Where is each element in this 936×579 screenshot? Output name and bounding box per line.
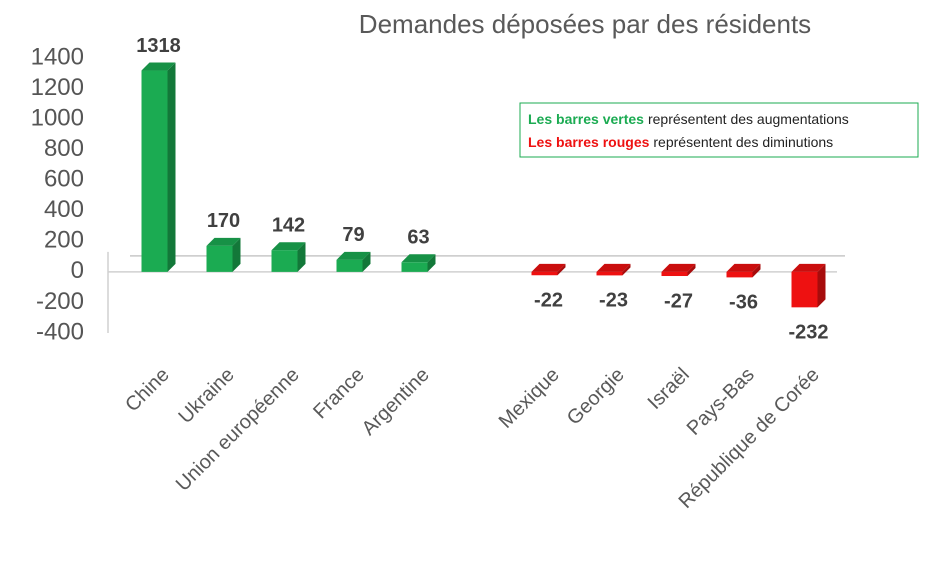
x-tick-label: France	[309, 364, 369, 424]
data-label: -22	[534, 290, 563, 312]
y-tick-label: -400	[36, 318, 84, 345]
data-label: 142	[272, 214, 305, 236]
bar-side	[622, 263, 631, 276]
bar-side	[362, 251, 371, 272]
data-label: 170	[207, 210, 240, 232]
data-label: -27	[664, 290, 693, 312]
bar-top	[596, 263, 631, 272]
y-tick-label: 200	[44, 227, 84, 254]
bar-side	[232, 237, 241, 272]
x-tick-label: Chine	[121, 364, 174, 417]
bar-top	[206, 237, 241, 246]
x-tick-label: Mexique	[495, 364, 564, 433]
bar	[206, 245, 233, 272]
chart-title: Demandes déposées par des résidents	[359, 9, 811, 39]
bar-top	[271, 242, 306, 251]
legend-note: Les barres vertes représentent des augmen…	[528, 111, 849, 127]
x-tick-label: Ukraine	[174, 364, 238, 428]
bar	[336, 259, 363, 272]
bar-top	[661, 263, 696, 272]
bar	[271, 250, 298, 272]
y-tick-label: 0	[71, 257, 84, 284]
bar	[401, 262, 428, 272]
bar-side	[817, 263, 826, 308]
bar-top	[726, 263, 761, 272]
data-label: -232	[788, 322, 828, 344]
y-tick-label: 1400	[31, 43, 84, 70]
bar-top	[791, 263, 826, 272]
legend-text: représentent des diminutions	[653, 134, 833, 150]
bar-side	[427, 254, 436, 272]
bar-side	[167, 62, 176, 272]
x-tick-label: Union européenne	[172, 364, 304, 496]
data-label: 1318	[136, 35, 181, 57]
data-label: -36	[729, 292, 758, 314]
bar-top	[336, 251, 371, 260]
bar	[531, 271, 558, 276]
legend-emphasis: Les barres vertes	[528, 111, 644, 127]
y-tick-label: 400	[44, 196, 84, 223]
y-tick-label: 1200	[31, 74, 84, 101]
bar	[596, 271, 623, 276]
y-tick-label: 1000	[31, 104, 84, 131]
bar-top	[401, 254, 436, 263]
bar-top	[141, 62, 176, 71]
bar-side	[297, 242, 306, 272]
bar	[661, 271, 688, 277]
y-tick-label: 600	[44, 166, 84, 193]
x-tick-label: Argentine	[358, 364, 434, 440]
x-tick-label: Georgie	[563, 364, 629, 430]
y-tick-label: -200	[36, 288, 84, 315]
bar-side	[687, 263, 696, 277]
data-label: 63	[407, 227, 429, 249]
data-label: 79	[342, 224, 364, 246]
y-tick-label: 800	[44, 135, 84, 162]
x-tick-label: Israël	[644, 364, 694, 414]
bar-side	[752, 263, 761, 278]
bar-top	[531, 263, 566, 272]
bar-side	[557, 263, 566, 276]
legend-box	[519, 102, 919, 158]
bar	[141, 70, 168, 272]
legend-text: représentent des augmentations	[648, 111, 849, 127]
bar	[791, 271, 818, 308]
legend-note: Les barres rouges représentent des diminu…	[528, 134, 833, 150]
bar	[726, 271, 753, 278]
legend-emphasis: Les barres rouges	[528, 134, 650, 150]
data-label: -23	[599, 290, 628, 312]
